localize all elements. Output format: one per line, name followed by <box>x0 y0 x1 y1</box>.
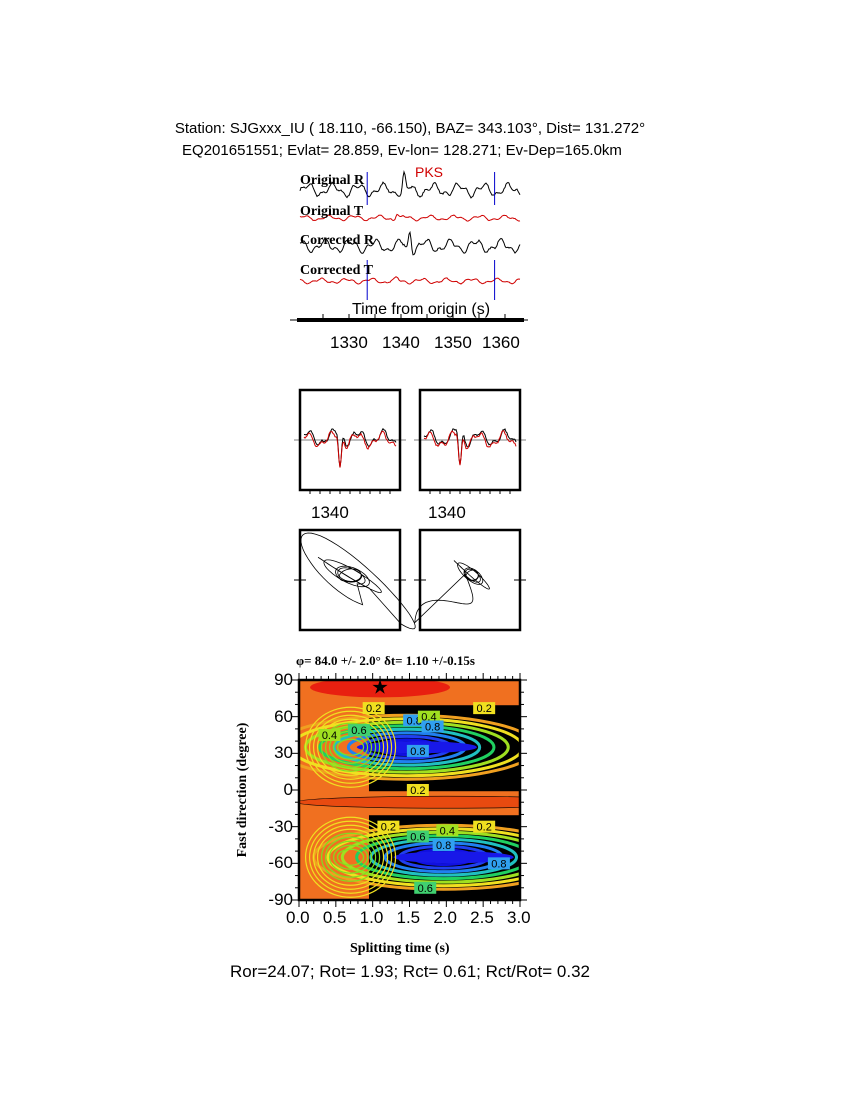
contour-label-box <box>406 784 429 796</box>
contour-min-region <box>393 851 514 864</box>
x-axis-label: Splitting time (s) <box>350 941 450 956</box>
event-header: EQ201651551; Evlat= 28.859, Ev-lon= 128.… <box>182 142 622 159</box>
contour-label-box <box>473 702 496 715</box>
x-tick-label: 0.0 <box>286 908 310 927</box>
contour-label: 0.2 <box>477 703 492 715</box>
y-tick-label: 60 <box>274 706 293 726</box>
contour-line <box>304 706 397 788</box>
contour-line <box>308 820 393 894</box>
trace-label: Original R <box>300 173 365 188</box>
transverse-waveform <box>423 430 517 466</box>
trace-label: Corrected T <box>300 263 373 278</box>
y-tick-label: 90 <box>274 670 293 689</box>
contour-label-box <box>417 710 440 723</box>
contour-line <box>316 718 385 776</box>
contour-line <box>312 824 389 890</box>
contour-line <box>324 836 377 878</box>
contour-label-box <box>487 857 510 870</box>
contour-label-box <box>347 724 370 737</box>
contour-label-box <box>436 824 459 837</box>
radial-waveform <box>303 427 397 468</box>
contour-label: 0.2 <box>366 703 381 715</box>
contour-line <box>320 722 381 772</box>
contour-line <box>312 714 389 780</box>
time-axis-label: Time from origin (s) <box>352 301 491 318</box>
contour-label-box <box>377 820 400 833</box>
trace-label: Corrected R <box>300 233 374 248</box>
contour-label: 0.2 <box>410 785 425 797</box>
tick-label: 1330 <box>330 333 368 352</box>
contour-label: 0.6 <box>351 725 366 737</box>
tick-label: 1340 <box>428 503 466 522</box>
tick-label: 1340 <box>311 503 349 522</box>
y-axis-label: Fast direction (degree) <box>235 722 250 858</box>
contour-label-box <box>473 820 496 833</box>
splitting-result-title: φ= 84.0 +/- 2.0° δt= 1.10 +/-0.15s <box>296 653 475 668</box>
y-tick-label: 30 <box>274 743 293 763</box>
tick-label: 1360 <box>482 333 520 352</box>
contour-label-box <box>421 720 444 733</box>
waveform-trace <box>299 230 521 256</box>
contour-map: 0.20.8 0.40.80.20.4 0.60.80.20.20.60.4 0.20… <box>299 680 520 900</box>
y-tick-label: 0 <box>283 780 293 799</box>
waveform-trace <box>299 276 521 285</box>
contour-label-box <box>432 839 455 851</box>
contour-label-box <box>362 702 385 715</box>
y-tick-label: -30 <box>268 816 293 836</box>
contour-label: 0.8 <box>410 746 425 758</box>
contour-label: 0.8 <box>425 721 440 733</box>
contour-label: 0.2 <box>381 822 396 834</box>
phase-label: PKS <box>415 164 444 180</box>
waveform-trace <box>299 213 521 222</box>
contour-label-box <box>406 830 429 843</box>
station-header: Station: SJGxxx_IU ( 18.110, -66.150), B… <box>174 120 646 137</box>
y-tick-label: -90 <box>268 890 293 909</box>
waveform-trace <box>299 169 521 199</box>
contour-label: 0.6 <box>410 831 425 843</box>
particle-motion-path <box>414 559 490 624</box>
x-tick-label: 1.5 <box>396 908 421 927</box>
contour-label-box <box>406 744 429 757</box>
contour-line <box>336 738 365 756</box>
contour-line <box>304 816 397 898</box>
contour-line <box>336 848 365 866</box>
tick-label: 1350 <box>434 333 472 352</box>
contour-line <box>332 844 369 870</box>
best-fit-star-icon <box>372 679 388 694</box>
radial-waveform <box>423 428 517 465</box>
contour-label: 0.6 <box>418 883 433 895</box>
contour-label: 0.8 <box>436 840 451 852</box>
contour-line <box>308 710 393 784</box>
contour-label: 0.4 <box>322 730 337 742</box>
contour-label-box <box>414 881 437 894</box>
contour-label: 0.4 <box>440 825 455 837</box>
particle-motion-path <box>300 532 416 630</box>
x-tick-label: 0.5 <box>322 908 347 927</box>
contour-line <box>328 840 373 874</box>
x-tick-label: 2.0 <box>433 908 457 927</box>
tick-label: 1340 <box>382 333 420 352</box>
x-tick-label: 2.5 <box>470 908 494 927</box>
x-tick-label: 1.0 <box>359 908 384 927</box>
contour-label-box <box>318 729 341 741</box>
x-tick-label: 3.0 <box>507 908 531 927</box>
ratio-footer: Ror=24.07; Rot= 1.93; Rct= 0.61; Rct/Rot… <box>229 962 591 981</box>
contour-line <box>320 832 381 882</box>
contour-label: 0.8 <box>491 858 506 870</box>
contour-line <box>316 828 385 886</box>
trace-label: Original T <box>300 204 364 219</box>
y-tick-label: -60 <box>268 853 293 873</box>
contour-label: 0.2 <box>477 822 492 834</box>
transverse-waveform <box>303 430 397 468</box>
contour-band <box>299 795 520 809</box>
particle-motion-box <box>298 528 402 632</box>
